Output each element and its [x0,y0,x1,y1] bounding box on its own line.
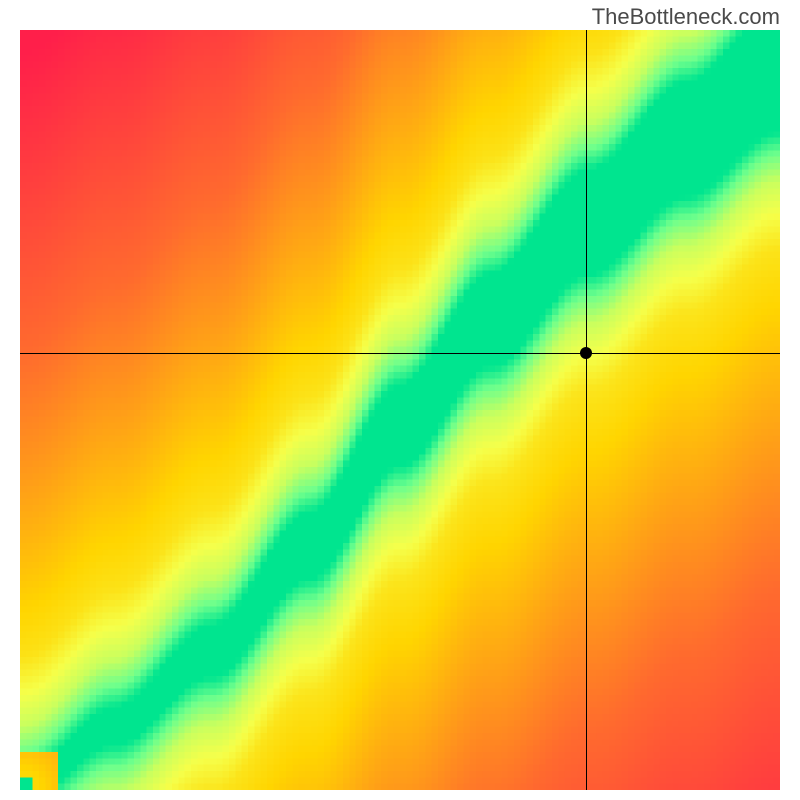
crosshair-dot [580,347,592,359]
crosshair-vertical [586,30,587,790]
chart-container: TheBottleneck.com [0,0,800,800]
crosshair-horizontal [20,353,780,354]
bottleneck-heatmap [20,30,780,790]
watermark-text: TheBottleneck.com [592,4,780,30]
